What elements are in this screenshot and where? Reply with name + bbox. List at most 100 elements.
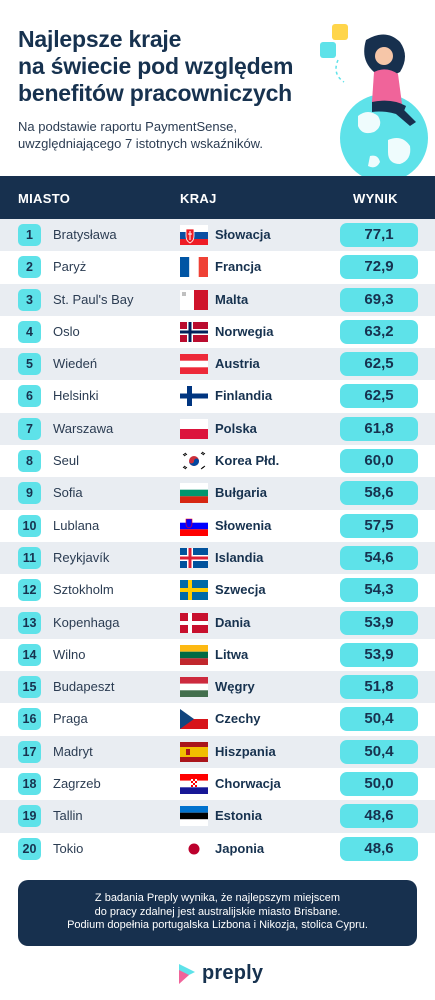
city-name: Seul xyxy=(53,453,80,469)
flag-slovakia-icon xyxy=(180,225,208,245)
city-name: Warszawa xyxy=(53,420,114,436)
info-note: Z badania Preply wynika, że najlepszym m… xyxy=(18,880,417,946)
flag-poland-icon xyxy=(180,418,208,439)
flag-sweden-icon xyxy=(180,580,208,601)
country-name: Słowacja xyxy=(215,227,271,242)
score-badge: 48,6 xyxy=(340,804,418,829)
country-name: Finlandia xyxy=(215,388,273,404)
rank-badge: 19 xyxy=(18,805,41,828)
table-row: 11 Reykjavík Islandia 54,6 xyxy=(0,541,435,575)
score-badge: 62,5 xyxy=(340,352,418,377)
score-badge: 62,5 xyxy=(340,384,418,409)
table-row: 1 Bratysława Słowacja 77,1 xyxy=(0,219,435,252)
subtitle-line: Na podstawie raportu PaymentSense, xyxy=(18,119,237,134)
score-badge: 63,2 xyxy=(340,319,418,344)
score-badge: 60,0 xyxy=(340,449,418,474)
country-name: Polska xyxy=(215,420,257,436)
city-name: Bratysława xyxy=(53,227,117,242)
table-row: 18 Zagrzeb Chorwacja 50,0 xyxy=(0,768,435,801)
rank-badge: 14 xyxy=(18,643,41,666)
score-badge: 58,6 xyxy=(340,481,418,506)
score-badge: 51,8 xyxy=(340,675,418,700)
table-row: 14 Wilno Litwa 53,9 xyxy=(0,638,435,672)
table-row: 7 Warszawa Polska 61,8 xyxy=(0,412,435,446)
rank-badge: 17 xyxy=(18,740,41,763)
city-name: Praga xyxy=(53,711,88,727)
note-line: Podium dopełnia portugalska Lizbona i Ni… xyxy=(67,919,368,931)
rank-badge: 3 xyxy=(18,288,41,311)
city-name: Madryt xyxy=(53,743,93,759)
rank-badge: 11 xyxy=(18,546,41,569)
city-name: Reykjavík xyxy=(53,549,110,565)
city-name: Tallin xyxy=(53,808,83,824)
city-name: Budapeszt xyxy=(53,679,115,695)
city-name: Sofia xyxy=(53,485,83,501)
score-badge: 61,8 xyxy=(340,416,418,441)
score-badge: 72,9 xyxy=(340,255,418,280)
table-row: 5 Wiedeń Austria 62,5 xyxy=(0,348,435,381)
rank-badge: 18 xyxy=(18,773,41,796)
title-line: Najlepsze kraje xyxy=(18,26,182,52)
score-badge: 69,3 xyxy=(340,287,418,312)
rank-badge: 6 xyxy=(18,385,41,408)
table-row: 9 Sofia Bułgaria 58,6 xyxy=(0,477,435,510)
table-row: 17 Madryt Hiszpania 50,4 xyxy=(0,735,435,769)
flag-finland-icon xyxy=(180,386,208,407)
globe-woman-illustration xyxy=(320,24,428,180)
table-row: 12 Sztokholm Szwecja 54,3 xyxy=(0,574,435,607)
country-name: Szwecja xyxy=(215,582,266,598)
rank-badge: 7 xyxy=(18,417,41,440)
table-row: 19 Tallin Estonia 48,6 xyxy=(0,800,435,833)
table-row: 13 Kopenhaga Dania 53,9 xyxy=(0,606,435,639)
flag-lithuania-icon xyxy=(180,644,208,665)
country-name: Japonia xyxy=(215,840,265,856)
rank-badge: 9 xyxy=(18,482,41,505)
country-name: Islandia xyxy=(215,549,264,565)
rank-badge: 10 xyxy=(18,514,41,537)
score-badge: 53,9 xyxy=(340,642,418,667)
country-name: Czechy xyxy=(215,711,261,727)
flag-austria-icon xyxy=(180,354,208,375)
column-header-country: KRAJ xyxy=(180,191,217,206)
country-name: Słowenia xyxy=(215,517,272,533)
score-badge: 50,0 xyxy=(340,772,418,797)
rank-badge: 5 xyxy=(18,353,41,376)
country-name: Dania xyxy=(215,614,251,630)
score-badge: 50,4 xyxy=(340,739,418,764)
flag-japan-icon xyxy=(180,838,208,859)
table-row: 3 St. Paul's Bay Malta 69,3 xyxy=(0,283,435,316)
country-name: Węgry xyxy=(215,679,255,695)
score-badge: 53,9 xyxy=(340,610,418,635)
flag-hungary-icon xyxy=(180,677,208,698)
score-badge: 77,1 xyxy=(340,223,418,247)
flag-malta-icon xyxy=(180,289,208,310)
rank-badge: 13 xyxy=(18,611,41,634)
country-name: Malta xyxy=(215,291,249,307)
flag-denmark-icon xyxy=(180,612,208,633)
flag-czechia-icon xyxy=(180,709,208,730)
page-title: Najlepsze kraje na świecie pod względem … xyxy=(18,26,318,107)
country-name: Litwa xyxy=(215,646,249,662)
ranking-table: 1 Bratysława Słowacja 77,1 2 Paryż Francja 72,9… xyxy=(0,219,435,865)
rank-badge: 2 xyxy=(18,256,41,279)
table-row: 10 Lublana Słowenia 57,5 xyxy=(0,509,435,542)
preply-logo-icon xyxy=(179,964,195,984)
city-name: Wiedeń xyxy=(53,356,98,372)
score-badge: 50,4 xyxy=(340,707,418,732)
rank-badge: 1 xyxy=(18,224,41,246)
rank-badge: 12 xyxy=(18,579,41,602)
city-name: Wilno xyxy=(53,646,86,662)
flag-norway-icon xyxy=(180,321,208,342)
country-name: Korea Płd. xyxy=(215,453,280,469)
column-header-score: WYNIK xyxy=(353,191,398,206)
country-name: Estonia xyxy=(215,808,262,824)
city-name: Oslo xyxy=(53,323,80,339)
preply-logo: preply xyxy=(176,962,266,988)
title-line: benefitów pracowniczych xyxy=(18,80,293,106)
score-badge: 48,6 xyxy=(340,836,418,861)
flag-france-icon xyxy=(180,257,208,278)
rank-badge: 20 xyxy=(18,837,41,860)
country-name: Austria xyxy=(215,356,260,372)
subtitle-line: uwzględniającego 7 istotnych wskaźników. xyxy=(18,136,263,151)
rank-badge: 8 xyxy=(18,450,41,473)
